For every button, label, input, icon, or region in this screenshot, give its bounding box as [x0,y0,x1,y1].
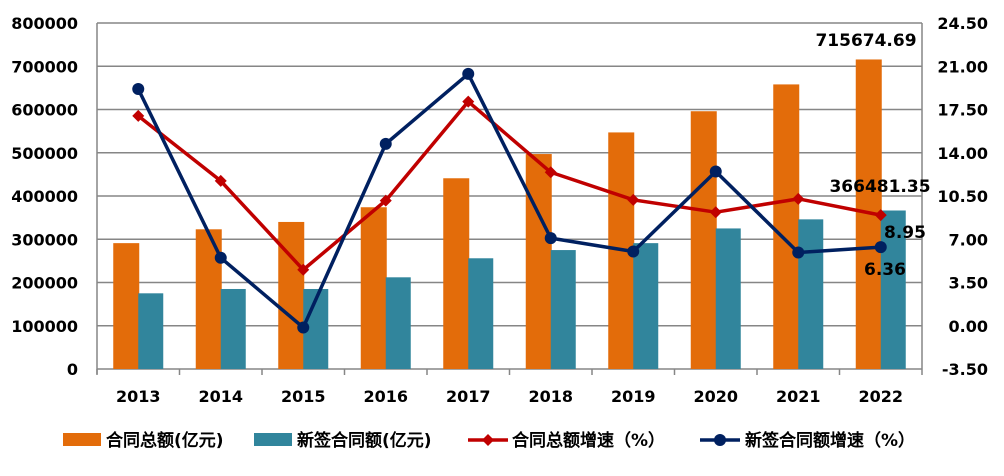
legend-swatch-new-contract [254,433,292,446]
point-total-growth-2022 [874,209,887,222]
point-total-growth-2017 [462,95,475,108]
bar-total-contract-2017 [443,178,470,369]
line-total-growth [137,99,882,272]
point-total-growth-2021 [792,192,805,205]
x-axis-tick-label: 2018 [528,387,573,406]
point-total-growth-2019 [627,193,640,206]
bar-total-contract-2015 [278,221,305,369]
point-total-growth-2016 [379,194,392,207]
right-axis-tick-label: -3.50 [942,360,988,379]
left-axis-tick-label: 700000 [11,57,78,76]
x-axis-tick-label: 2015 [281,387,326,406]
bar-total-contract-2020 [690,111,717,369]
point-new-growth-2013 [132,82,145,95]
legend-swatch-total-contract [63,433,101,446]
left-axis-tick-label: 800000 [11,14,78,33]
bar-total-contract-2016 [360,207,387,369]
legend-marker-total-growth [482,434,494,446]
point-new-growth-2018 [544,232,557,245]
right-axis-tick-label: 10.50 [937,187,988,206]
left-axis-tick-label: 0 [67,360,78,379]
bar-new-contract-2021 [798,219,824,369]
legend-label-new-contract: 新签合同额(亿元) [297,430,432,451]
left-axis-tick-label: 400000 [11,187,78,206]
point-total-growth-2013 [132,109,145,122]
data-label: 715674.69 [815,31,916,51]
x-axis-tick-label: 2019 [611,387,656,406]
point-new-growth-2015 [297,321,310,334]
right-axis-tick-label: 0.00 [949,317,988,336]
point-total-growth-2020 [709,206,722,219]
x-axis-tick-label: 2022 [858,387,903,406]
bar-new-contract-2016 [385,277,411,369]
point-new-growth-2020 [709,165,722,178]
point-new-growth-2014 [214,251,227,264]
bar-new-contract-2013 [138,293,164,369]
x-axis-tick-label: 2021 [776,387,821,406]
right-axis-tick-label: 3.50 [949,274,988,293]
legend-label-total-growth: 合同总额增速（%） [512,430,665,451]
legend-label-total-contract: 合同总额(亿元) [106,430,224,451]
left-axis-tick-label: 600000 [11,101,78,120]
legend-marker-new-growth [714,434,726,446]
point-new-growth-2017 [462,67,475,80]
point-new-growth-2019 [627,245,640,258]
left-axis-tick-label: 500000 [11,144,78,163]
bar-new-contract-2019 [633,243,659,369]
data-label: 6.36 [864,260,906,280]
bar-total-contract-2013 [113,243,140,369]
bar-total-contract-2018 [525,154,552,369]
point-new-growth-2021 [792,246,805,259]
left-axis-tick-label: 100000 [11,317,78,336]
bar-new-contract-2020 [715,228,741,369]
bar-total-contract-2021 [773,84,800,369]
point-total-growth-2018 [544,166,557,179]
point-total-growth-2015 [297,263,310,276]
right-axis-tick-label: 21.00 [937,57,988,76]
point-new-growth-2022 [874,241,887,254]
data-label: 8.95 [884,223,926,243]
x-axis-tick-label: 2013 [116,387,161,406]
point-new-growth-2016 [379,137,392,150]
x-axis-tick-label: 2014 [198,387,243,406]
line-new-growth [136,72,881,330]
right-axis-tick-label: 17.50 [937,101,988,120]
bar-new-contract-2014 [220,288,246,369]
x-axis-tick-label: 2017 [446,387,491,406]
point-total-growth-2014 [214,174,227,187]
bar-new-contract-2018 [550,250,576,369]
right-axis-tick-label: 7.00 [949,230,988,249]
bar-new-contract-2022 [880,210,906,369]
data-label: 366481.35 [829,177,930,197]
x-axis-tick-label: 2016 [363,387,408,406]
right-axis-tick-label: 14.00 [937,144,988,163]
bar-new-contract-2017 [468,258,494,369]
x-axis-tick-label: 2020 [693,387,738,406]
left-axis-tick-label: 300000 [11,230,78,249]
legend-label-new-growth: 新签合同额增速（%） [745,430,915,451]
right-axis-tick-label: 24.50 [937,14,988,33]
left-axis-tick-label: 200000 [11,274,78,293]
